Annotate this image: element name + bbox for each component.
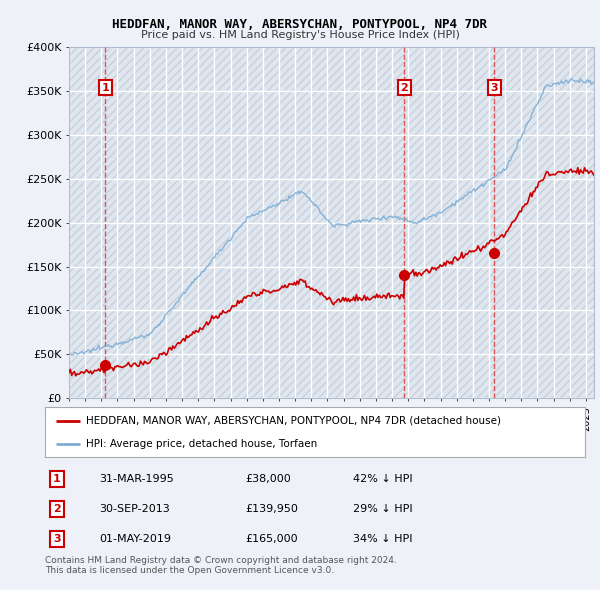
Text: 31-MAR-1995: 31-MAR-1995 [99,474,174,484]
Text: 3: 3 [53,535,61,544]
Text: 1: 1 [53,474,61,484]
Text: Price paid vs. HM Land Registry's House Price Index (HPI): Price paid vs. HM Land Registry's House … [140,30,460,40]
Text: 2: 2 [400,83,408,93]
Text: Contains HM Land Registry data © Crown copyright and database right 2024.
This d: Contains HM Land Registry data © Crown c… [45,556,397,575]
Text: 1: 1 [101,83,109,93]
Text: 2: 2 [53,504,61,514]
Text: 42% ↓ HPI: 42% ↓ HPI [353,474,412,484]
Text: 29% ↓ HPI: 29% ↓ HPI [353,504,412,514]
Text: £139,950: £139,950 [245,504,298,514]
Text: 30-SEP-2013: 30-SEP-2013 [99,504,170,514]
Text: HPI: Average price, detached house, Torfaen: HPI: Average price, detached house, Torf… [86,439,317,449]
Text: £165,000: £165,000 [245,535,298,544]
Text: 01-MAY-2019: 01-MAY-2019 [99,535,171,544]
Text: 3: 3 [491,83,498,93]
Text: 34% ↓ HPI: 34% ↓ HPI [353,535,412,544]
Text: £38,000: £38,000 [245,474,290,484]
Text: HEDDFAN, MANOR WAY, ABERSYCHAN, PONTYPOOL, NP4 7DR (detached house): HEDDFAN, MANOR WAY, ABERSYCHAN, PONTYPOO… [86,415,500,425]
Text: HEDDFAN, MANOR WAY, ABERSYCHAN, PONTYPOOL, NP4 7DR: HEDDFAN, MANOR WAY, ABERSYCHAN, PONTYPOO… [113,18,487,31]
